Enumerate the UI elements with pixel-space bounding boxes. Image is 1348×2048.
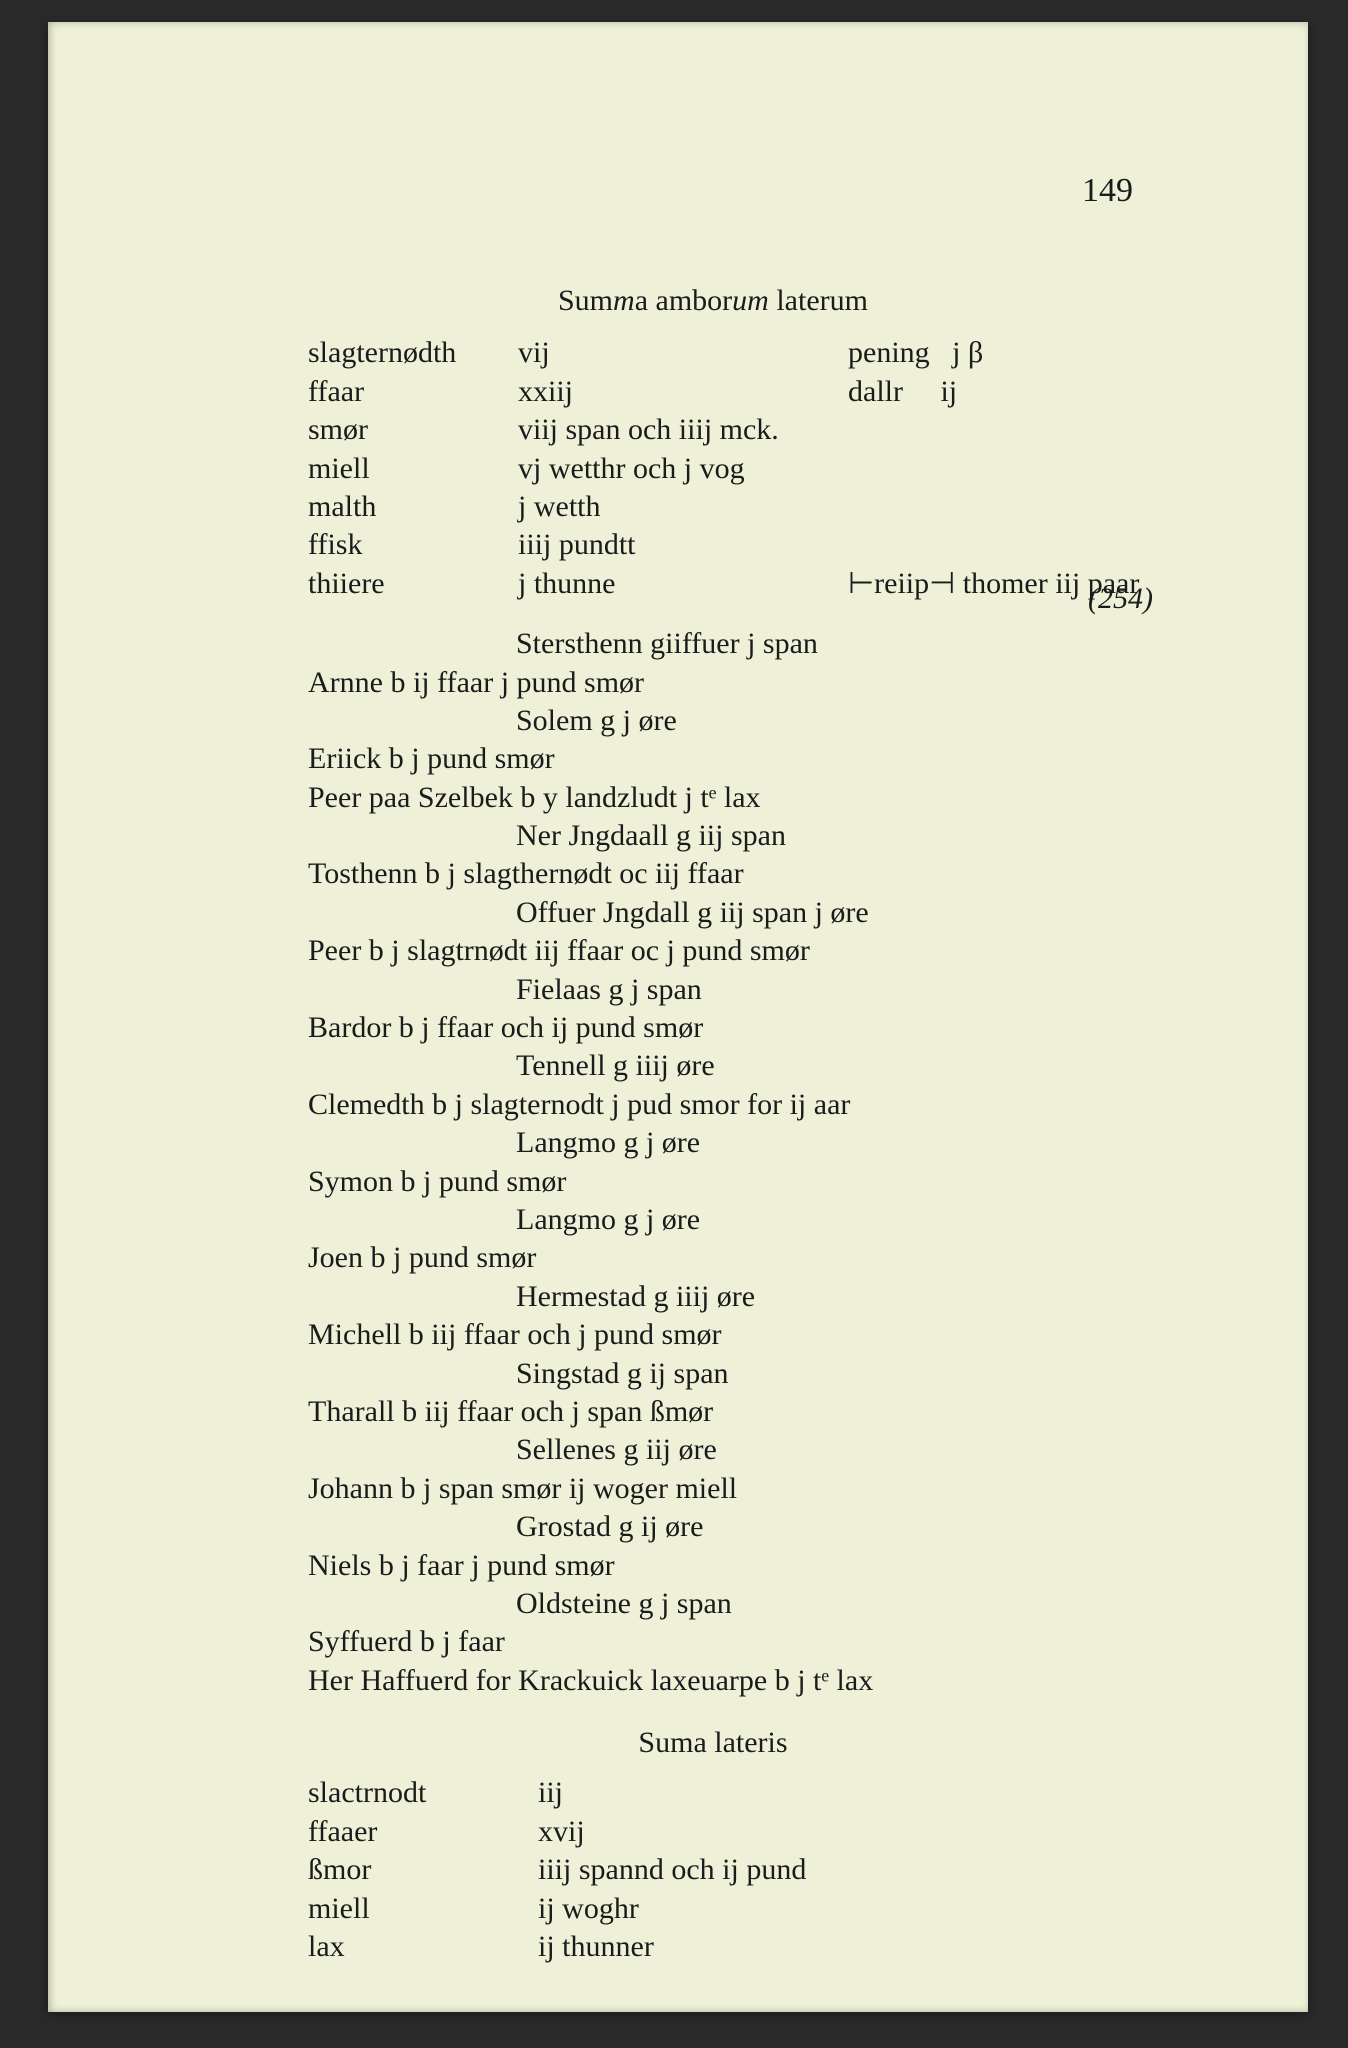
table-cell: xxiij: [518, 373, 848, 411]
ledger-line: Ner Jngdaall g iij span: [308, 817, 1118, 855]
table-cell: ij thunner: [538, 1928, 1108, 1966]
table-cell: ij woghr: [538, 1890, 1108, 1928]
table-cell: dallr ij: [848, 373, 1108, 411]
page-number: 149: [1082, 172, 1133, 210]
table-cell: slagternødth: [308, 334, 518, 372]
ledger-entries: Stersthenn giiffuer j spanArnne b ij ffa…: [308, 625, 1118, 1700]
ledger-line: Joen b j pund smør: [308, 1239, 1118, 1277]
heading-text: Summa amborum laterum: [558, 284, 868, 317]
ledger-line: Tosthenn b j slagthernødt oc iij ffaar: [308, 855, 1118, 893]
ledger-line: Tennell g iiij øre: [308, 1047, 1118, 1085]
table-cell: iiij spannd och ij pund: [538, 1851, 1108, 1889]
ledger-line: Michell b iij ffaar och j pund smør: [308, 1316, 1118, 1354]
table-cell: thiiere: [308, 565, 518, 603]
summa-table: slagternødth vij pening j β ffaar xxiij …: [308, 334, 1118, 603]
ledger-line: Her Haffuerd for Krackuick laxeuarpe b j…: [308, 1662, 1118, 1700]
ledger-line: Langmo g j øre: [308, 1201, 1118, 1239]
ledger-line: Peer paa Szelbek b y landzludt j tᵉ lax: [308, 779, 1118, 817]
table-cell: vj wetthr och j vog: [518, 450, 848, 488]
table-cell: iij: [538, 1774, 1108, 1812]
ledger-line: Fielaas g j span: [308, 971, 1118, 1009]
table-cell: miell: [308, 1890, 538, 1928]
ledger-line: Singstad g ij span: [308, 1355, 1118, 1393]
table-cell: vij: [518, 334, 848, 372]
table-cell: [848, 411, 1108, 449]
table-cell: smør: [308, 411, 518, 449]
scanned-page: 149 (254) Summa amborum laterum slagtern…: [48, 22, 1308, 2012]
ledger-line: Eriick b j pund smør: [308, 740, 1118, 778]
table-cell: j wetth: [518, 488, 848, 526]
table-cell: ßmor: [308, 1851, 538, 1889]
ledger-line: Offuer Jngdall g iij span j øre: [308, 894, 1118, 932]
ledger-line: Stersthenn giiffuer j span: [308, 625, 1118, 663]
ledger-line: Syffuerd b j faar: [308, 1623, 1118, 1661]
ledger-line: Hermestad g iiij øre: [308, 1278, 1118, 1316]
suma-lateris-table: slactrnodt iij ffaaer xvij ßmor iiij spa…: [308, 1774, 1118, 1966]
table-cell: ⊢reiip⊣ thomer iij paar: [848, 565, 1108, 603]
table-cell: lax: [308, 1928, 538, 1966]
table-cell: ffaar: [308, 373, 518, 411]
table-cell: xvij: [538, 1813, 1108, 1851]
ledger-line: Sellenes g iij øre: [308, 1431, 1118, 1469]
ledger-line: Grostad g ij øre: [308, 1508, 1118, 1546]
ledger-line: Arnne b ij ffaar j pund smør: [308, 664, 1118, 702]
ledger-line: Solem g j øre: [308, 702, 1118, 740]
table-cell: j thunne: [518, 565, 848, 603]
table-cell: slactrnodt: [308, 1774, 538, 1812]
ledger-line: Tharall b iij ffaar och j span ßmør: [308, 1393, 1118, 1431]
table-cell: iiij pundtt: [518, 526, 848, 564]
table-cell: ffisk: [308, 526, 518, 564]
table-cell: ffaaer: [308, 1813, 538, 1851]
ledger-line: Niels b j faar j pund smør: [308, 1547, 1118, 1585]
table-cell: pening j β: [848, 334, 1108, 372]
table-cell: viij span och iiij mck.: [518, 411, 848, 449]
ledger-line: Symon b j pund smør: [308, 1163, 1118, 1201]
ledger-line: Johann b j span smør ij woger miell: [308, 1470, 1118, 1508]
ledger-line: Oldsteine g j span: [308, 1585, 1118, 1623]
ledger-line: Bardor b j ffaar och ij pund smør: [308, 1009, 1118, 1047]
ledger-line: Langmo g j øre: [308, 1124, 1118, 1162]
heading-suma-lateris: Suma lateris: [308, 1724, 1118, 1762]
table-cell: [848, 526, 1108, 564]
heading-summa: Summa amborum laterum: [308, 282, 1118, 320]
table-cell: miell: [308, 450, 518, 488]
table-cell: [848, 450, 1108, 488]
ledger-line: Peer b j slagtrnødt iij ffaar oc j pund …: [308, 932, 1118, 970]
page-content: Summa amborum laterum slagternødth vij p…: [308, 282, 1118, 1966]
ledger-line: Clemedth b j slagternodt j pud smor for …: [308, 1086, 1118, 1124]
table-cell: [848, 488, 1108, 526]
table-cell: malth: [308, 488, 518, 526]
